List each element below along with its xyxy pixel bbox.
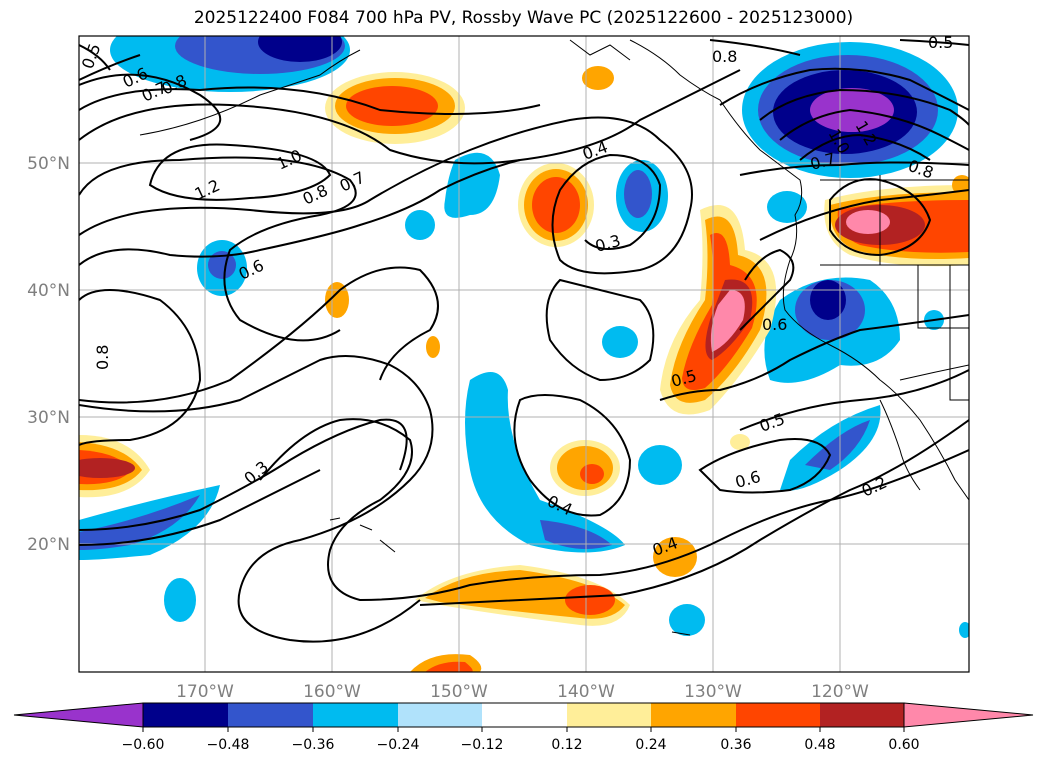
colorbar-tick-label: 0.36 — [720, 737, 751, 753]
colorbar-segment — [820, 703, 904, 727]
colorbar-segment — [398, 703, 482, 727]
lat-label: 50°N — [27, 154, 70, 174]
colorbar-segment — [736, 703, 820, 727]
colorbar-tick-label: 0.48 — [804, 737, 835, 753]
colorbar-tick-label: −0.60 — [122, 737, 165, 753]
latitude-labels: 50°N 40°N 30°N 20°N — [27, 154, 70, 555]
colorbar-segment — [567, 703, 651, 727]
lat-label: 20°N — [27, 535, 70, 555]
negative-anomalies — [79, 36, 969, 638]
colorbar-tick-label: −0.36 — [292, 737, 335, 753]
lat-label: 40°N — [27, 281, 70, 301]
contour-label: 0.8 — [93, 345, 112, 370]
map-frame — [78, 35, 970, 673]
colorbar-segment — [143, 703, 228, 727]
colorbar-min-arrow — [13, 702, 144, 728]
colorbar-max-arrow — [903, 702, 1034, 728]
lon-label: 130°W — [684, 682, 742, 702]
contour-label: 0.8 — [712, 47, 737, 66]
colorbar-tick-label: 0.24 — [635, 737, 666, 753]
contour-label: 0.6 — [762, 315, 787, 334]
coastlines — [139, 39, 969, 636]
colorbar-tick-label: −0.24 — [377, 737, 420, 753]
colorbar-segment — [228, 703, 313, 727]
lon-label: 150°W — [430, 682, 488, 702]
lon-label: 120°W — [811, 682, 869, 702]
positive-anomalies — [79, 66, 969, 672]
colorbar-tick-label: 0.12 — [551, 737, 582, 753]
colorbar-tick-label: 0.60 — [888, 737, 919, 753]
colorbar-tick-label: −0.48 — [207, 737, 250, 753]
colorbar-segment — [482, 703, 567, 727]
colorbar: −0.60 −0.48 −0.36 −0.24 −0.12 0.12 0.24 … — [13, 702, 1034, 753]
map-grid — [79, 36, 969, 672]
lon-label: 160°W — [303, 682, 361, 702]
map-title: 2025122400 F084 700 hPa PV, Rossby Wave … — [193, 8, 854, 28]
colorbar-segment — [651, 703, 736, 727]
contour-label: 0.5 — [928, 33, 953, 52]
lat-label: 30°N — [27, 408, 70, 428]
pv-contours — [79, 39, 969, 643]
colorbar-tick-label: −0.12 — [461, 737, 504, 753]
lon-label: 140°W — [557, 682, 615, 702]
lon-label: 170°W — [176, 682, 234, 702]
longitude-labels: 170°W 160°W 150°W 140°W 130°W 120°W — [176, 682, 869, 702]
colorbar-segment — [313, 703, 398, 727]
map-area: 0.5 0.6 0.7 0.8 1.0 1.2 0.8 0.7 0.6 0.8 … — [79, 33, 969, 672]
